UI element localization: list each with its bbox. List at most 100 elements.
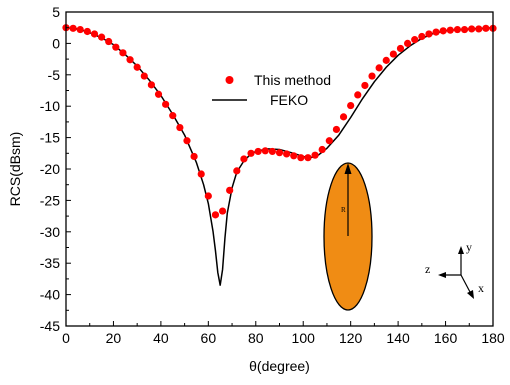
y-tick-label: 0 bbox=[52, 35, 60, 51]
y-tick-label: 5 bbox=[52, 4, 60, 20]
x-axis-label: x bbox=[478, 281, 484, 295]
data-point-this-method bbox=[97, 33, 106, 41]
x-axis-arrow-head bbox=[467, 290, 474, 299]
data-point-this-method bbox=[126, 56, 134, 64]
data-point-this-method bbox=[396, 44, 405, 53]
data-point-this-method bbox=[297, 154, 305, 162]
data-point-this-method bbox=[169, 112, 177, 120]
y-tick-label: -25 bbox=[40, 192, 60, 208]
data-point-this-method bbox=[354, 91, 362, 99]
x-tick-label: 180 bbox=[481, 330, 505, 346]
y-tick-label: -30 bbox=[40, 224, 60, 240]
data-point-this-method bbox=[375, 64, 383, 72]
x-tick-label: 60 bbox=[201, 330, 217, 346]
data-point-this-method bbox=[211, 211, 220, 219]
data-point-this-method bbox=[389, 50, 397, 58]
data-point-this-method bbox=[425, 30, 433, 38]
data-point-this-method bbox=[453, 25, 462, 34]
plot-layer bbox=[62, 24, 497, 286]
tick-labels: 0 20 40 60 80 100 120 140 160 180 5 0 -5 -10 -15 -20 -25… bbox=[40, 4, 505, 346]
data-point-this-method bbox=[240, 155, 248, 163]
radius-arrow-head bbox=[344, 163, 352, 174]
data-point-this-method bbox=[460, 25, 469, 34]
data-point-this-method bbox=[190, 152, 198, 161]
data-point-this-method bbox=[154, 90, 163, 98]
data-point-this-method bbox=[112, 43, 120, 51]
data-point-this-method bbox=[311, 151, 319, 159]
x-tick-label: 120 bbox=[339, 330, 363, 346]
legend-label-this-method: This method bbox=[254, 72, 331, 88]
data-point-this-method bbox=[382, 56, 390, 64]
y-tick-label: -10 bbox=[40, 98, 60, 114]
data-point-this-method bbox=[83, 27, 91, 36]
data-point-this-method bbox=[247, 149, 255, 157]
x-tick-label: 140 bbox=[386, 330, 410, 346]
data-point-this-method bbox=[275, 149, 284, 157]
data-point-this-method bbox=[119, 49, 127, 57]
data-point-this-method bbox=[183, 137, 191, 145]
data-point-this-method bbox=[218, 207, 227, 215]
data-point-this-method bbox=[268, 147, 276, 156]
y-axis-label: y bbox=[466, 240, 472, 254]
data-point-this-method bbox=[325, 137, 333, 145]
data-point-this-method bbox=[226, 186, 234, 194]
x-tick-label: 100 bbox=[292, 330, 316, 346]
tick-marks bbox=[65, 11, 494, 327]
data-point-this-method bbox=[133, 63, 141, 71]
data-point-this-method bbox=[290, 152, 298, 160]
data-point-this-method bbox=[339, 113, 348, 121]
data-point-this-method bbox=[283, 150, 291, 158]
y-tick-label: -5 bbox=[48, 67, 61, 83]
x-tick-label: 40 bbox=[153, 330, 169, 346]
data-point-this-method bbox=[404, 39, 412, 48]
data-point-this-method bbox=[418, 32, 426, 41]
x-tick-label: 20 bbox=[106, 330, 122, 346]
data-point-this-method bbox=[318, 145, 326, 154]
x-tick-label: 80 bbox=[248, 330, 264, 346]
y-tick-label: -20 bbox=[40, 161, 60, 177]
data-point-this-method bbox=[254, 147, 262, 156]
x-axis-title: θ(degree) bbox=[249, 358, 310, 374]
data-point-this-method bbox=[347, 101, 355, 110]
data-point-this-method bbox=[176, 123, 184, 132]
legend: This method FEKO bbox=[212, 72, 331, 108]
data-point-this-method bbox=[233, 167, 241, 175]
data-point-this-method bbox=[411, 36, 419, 44]
y-axis-title: RCS(dBsm) bbox=[7, 132, 23, 207]
data-point-this-method bbox=[261, 147, 269, 155]
data-point-this-method bbox=[197, 170, 205, 178]
data-point-this-method bbox=[432, 28, 440, 36]
data-point-this-method bbox=[468, 25, 476, 33]
y-tick-label: -40 bbox=[40, 287, 60, 303]
x-tick-label: 0 bbox=[62, 330, 70, 346]
data-point-this-method bbox=[475, 25, 483, 33]
z-axis-label: z bbox=[425, 262, 430, 276]
data-point-this-method bbox=[76, 25, 84, 34]
data-point-this-method bbox=[361, 81, 369, 90]
y-axis-arrow-head bbox=[458, 246, 464, 254]
data-point-this-method bbox=[69, 24, 77, 32]
data-point-this-method bbox=[162, 100, 170, 108]
data-point-this-method bbox=[140, 72, 148, 80]
data-point-this-method bbox=[147, 81, 155, 89]
data-point-this-method bbox=[368, 72, 376, 80]
data-point-this-method bbox=[439, 27, 447, 35]
data-point-this-method bbox=[482, 24, 490, 32]
y-tick-label: -15 bbox=[40, 130, 60, 146]
x-axis-arrow-line bbox=[460, 274, 471, 293]
data-point-this-method bbox=[204, 192, 212, 200]
legend-label-feko: FEKO bbox=[270, 92, 308, 108]
data-point-this-method bbox=[446, 26, 454, 34]
radius-label: R bbox=[341, 206, 346, 214]
y-tick-label: -45 bbox=[40, 318, 60, 334]
data-point-this-method bbox=[105, 37, 113, 46]
z-axis-arrow-head bbox=[438, 272, 446, 278]
data-point-this-method bbox=[90, 30, 99, 38]
legend-marker-this-method bbox=[225, 76, 234, 84]
hemisphere-inset: R y z x bbox=[323, 162, 484, 311]
data-point-this-method bbox=[304, 154, 312, 162]
data-point-this-method bbox=[332, 125, 341, 134]
x-tick-label: 160 bbox=[434, 330, 458, 346]
